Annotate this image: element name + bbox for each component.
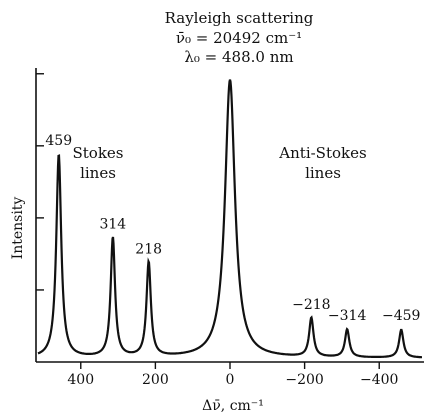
rayleigh-wavenumber: ν̄₀ = 20492 cm⁻¹: [176, 29, 302, 47]
x-ticks: 400 200 0 −200 −400: [67, 362, 398, 388]
peak-label: 459: [45, 133, 72, 149]
peak-label: −459: [382, 308, 420, 324]
x-tick-label: 200: [142, 372, 169, 388]
peak-label: −218: [292, 297, 330, 313]
stokes-label-line1: Stokes: [73, 144, 124, 162]
x-tick-label: −200: [285, 372, 323, 388]
spectrum-line: [37, 79, 422, 359]
anti-stokes-label-line1: Anti-Stokes: [278, 144, 366, 162]
peak-label: −314: [328, 308, 367, 324]
x-tick-label: −400: [360, 372, 398, 388]
x-tick-label: 0: [226, 372, 235, 388]
x-axis-label: Δν̄, cm⁻¹: [202, 398, 264, 414]
peak-label: 218: [135, 241, 162, 257]
rayleigh-title: Rayleigh scattering: [165, 9, 314, 27]
x-tick-label: 400: [67, 372, 94, 388]
peak-labels: 459 314 218 −218−314 −459: [45, 133, 420, 324]
rayleigh-wavelength: λ₀ = 488.0 nm: [184, 48, 293, 66]
anti-stokes-label-line2: lines: [305, 164, 341, 182]
stokes-label-line2: lines: [80, 164, 116, 182]
y-ticks: [36, 73, 44, 291]
peak-label: 314: [99, 216, 126, 232]
y-axis-label: Intensity: [10, 197, 26, 260]
